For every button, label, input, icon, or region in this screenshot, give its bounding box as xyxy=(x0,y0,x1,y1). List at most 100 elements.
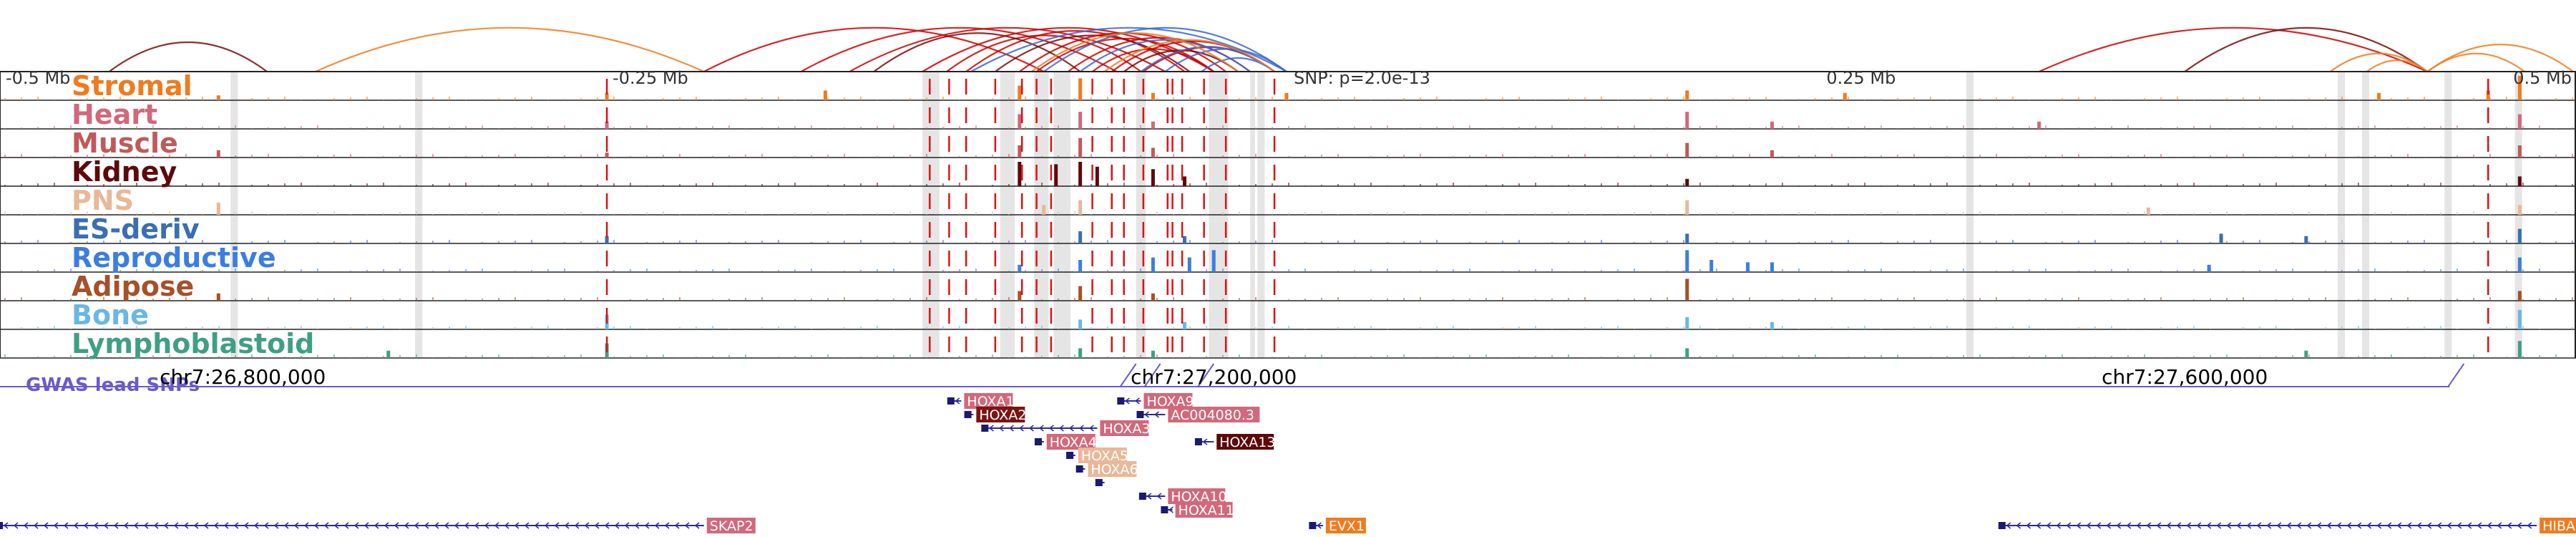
signal-noise xyxy=(1683,326,1684,329)
signal-noise xyxy=(1831,271,1833,272)
signal-noise xyxy=(2506,97,2507,100)
signal-noise xyxy=(152,299,154,301)
signal-noise xyxy=(1650,155,1652,158)
signal-noise xyxy=(1107,240,1108,243)
signal-noise xyxy=(2572,271,2573,272)
signal-noise xyxy=(1156,354,1158,358)
signal-noise xyxy=(2062,155,2063,158)
signal-noise xyxy=(1485,211,1487,215)
signal-noise xyxy=(1831,297,1833,301)
signal-noise xyxy=(597,297,598,301)
signal-noise xyxy=(268,327,269,329)
signal-noise xyxy=(1716,185,1717,186)
signal-noise xyxy=(2407,127,2409,129)
axis-tick-label: 0.5 Mb xyxy=(2513,68,2572,88)
signal-noise xyxy=(1354,270,1355,272)
signal-noise xyxy=(350,97,351,100)
signal-noise xyxy=(1815,155,1816,158)
signal-peak xyxy=(2377,92,2381,100)
signal-noise xyxy=(1650,185,1652,186)
signal-noise xyxy=(580,328,582,329)
gene-strand-arrow xyxy=(454,522,459,529)
signal-noise xyxy=(1288,356,1289,358)
signal-noise xyxy=(696,300,697,301)
gene-exon xyxy=(1075,465,1083,473)
signal-noise xyxy=(136,156,137,158)
signal-noise xyxy=(416,155,417,158)
signal-noise xyxy=(2539,99,2540,100)
signal-noise xyxy=(531,157,532,158)
signal-noise xyxy=(1255,127,1257,129)
signal-noise xyxy=(1650,128,1652,129)
signal-noise xyxy=(1667,127,1668,129)
signal-noise xyxy=(1189,127,1191,129)
signal-noise xyxy=(2358,356,2359,358)
signal-noise xyxy=(2407,327,2409,329)
signal-noise xyxy=(103,297,104,301)
signal-noise xyxy=(317,299,318,301)
signal-noise xyxy=(2506,357,2507,358)
signal-noise xyxy=(1255,214,1257,215)
gene-strand-arrow xyxy=(524,522,530,529)
signal-noise xyxy=(2522,269,2524,272)
signal-noise xyxy=(1798,299,1800,301)
signal-noise xyxy=(2308,298,2310,301)
signal-noise xyxy=(1272,300,1273,301)
signal-noise xyxy=(1091,214,1092,215)
signal-noise xyxy=(333,271,335,272)
signal-noise xyxy=(1996,184,1997,186)
signal-noise xyxy=(1897,155,1898,158)
signal-noise xyxy=(2358,156,2359,158)
signal-noise xyxy=(1667,184,1668,186)
gene-strand-arrow xyxy=(2276,522,2282,529)
signal-noise xyxy=(2111,299,2112,301)
signal-noise xyxy=(1996,241,1997,243)
signal-noise xyxy=(1436,127,1438,129)
signal-noise xyxy=(1601,97,1602,100)
signal-noise xyxy=(2374,125,2376,129)
signal-noise xyxy=(2111,269,2112,272)
signal-noise xyxy=(87,128,88,129)
signal-noise xyxy=(2489,271,2491,272)
signal-noise xyxy=(1074,155,1075,158)
signal-noise xyxy=(745,211,746,215)
signal-noise xyxy=(827,185,829,186)
signal-noise xyxy=(1469,268,1470,272)
signal-noise xyxy=(696,97,697,100)
gene-strand-arrow xyxy=(273,522,279,529)
signal-peak xyxy=(1187,257,1191,272)
signal-noise xyxy=(696,326,697,329)
signal-noise xyxy=(350,154,351,158)
signal-noise xyxy=(1913,297,1915,301)
signal-noise xyxy=(564,212,565,215)
signal-noise xyxy=(893,242,894,243)
signal-noise xyxy=(646,125,648,129)
signal-noise xyxy=(909,128,911,129)
signal-peak xyxy=(2517,291,2522,301)
signal-peak xyxy=(1078,348,1083,358)
signal-noise xyxy=(1123,299,1125,301)
gene-strand-arrow xyxy=(43,522,49,529)
signal-noise xyxy=(235,99,236,100)
signal-noise xyxy=(432,241,434,243)
signal-noise xyxy=(1239,241,1240,243)
signal-noise xyxy=(1518,213,1520,215)
signal-noise xyxy=(1815,354,1816,358)
gene-label-box xyxy=(1175,502,1233,518)
signal-peak xyxy=(1685,279,1689,301)
signal-noise xyxy=(1123,356,1125,358)
signal-noise xyxy=(761,297,763,301)
gene-label: HOXA9 xyxy=(1146,394,1194,410)
gene-label: HOXA10 xyxy=(1171,489,1226,505)
signal-noise xyxy=(1189,157,1191,158)
signal-noise xyxy=(712,269,713,272)
signal-noise xyxy=(514,154,516,158)
gene-strand-arrow xyxy=(1135,397,1140,405)
signal-noise xyxy=(1387,355,1388,358)
signal-noise xyxy=(1979,354,1981,358)
signal-noise xyxy=(1485,155,1487,158)
signal-peak xyxy=(2517,145,2522,158)
signal-peak xyxy=(1018,85,1022,100)
signal-noise xyxy=(2062,271,2063,272)
signal-noise xyxy=(103,184,104,186)
